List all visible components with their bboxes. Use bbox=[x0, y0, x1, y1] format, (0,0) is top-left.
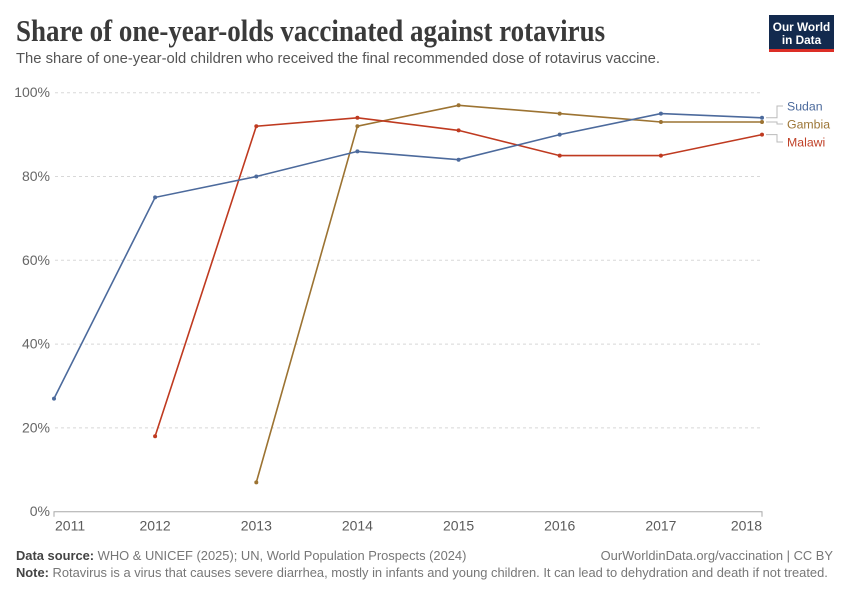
svg-text:2016: 2016 bbox=[544, 518, 575, 534]
svg-text:2018: 2018 bbox=[731, 518, 762, 534]
svg-text:40%: 40% bbox=[22, 336, 50, 352]
svg-text:80%: 80% bbox=[22, 168, 50, 184]
svg-text:2012: 2012 bbox=[140, 518, 171, 534]
svg-text:100%: 100% bbox=[14, 84, 50, 100]
svg-text:2013: 2013 bbox=[241, 518, 272, 534]
svg-text:Sudan: Sudan bbox=[787, 100, 823, 114]
svg-text:Malawi: Malawi bbox=[787, 136, 825, 150]
svg-text:0%: 0% bbox=[30, 503, 50, 519]
svg-text:2015: 2015 bbox=[443, 518, 474, 534]
svg-text:2014: 2014 bbox=[342, 518, 373, 534]
svg-text:20%: 20% bbox=[22, 419, 50, 435]
svg-text:60%: 60% bbox=[22, 252, 50, 268]
svg-text:Gambia: Gambia bbox=[787, 118, 830, 132]
svg-text:2011: 2011 bbox=[55, 518, 85, 534]
svg-text:2017: 2017 bbox=[645, 518, 676, 534]
